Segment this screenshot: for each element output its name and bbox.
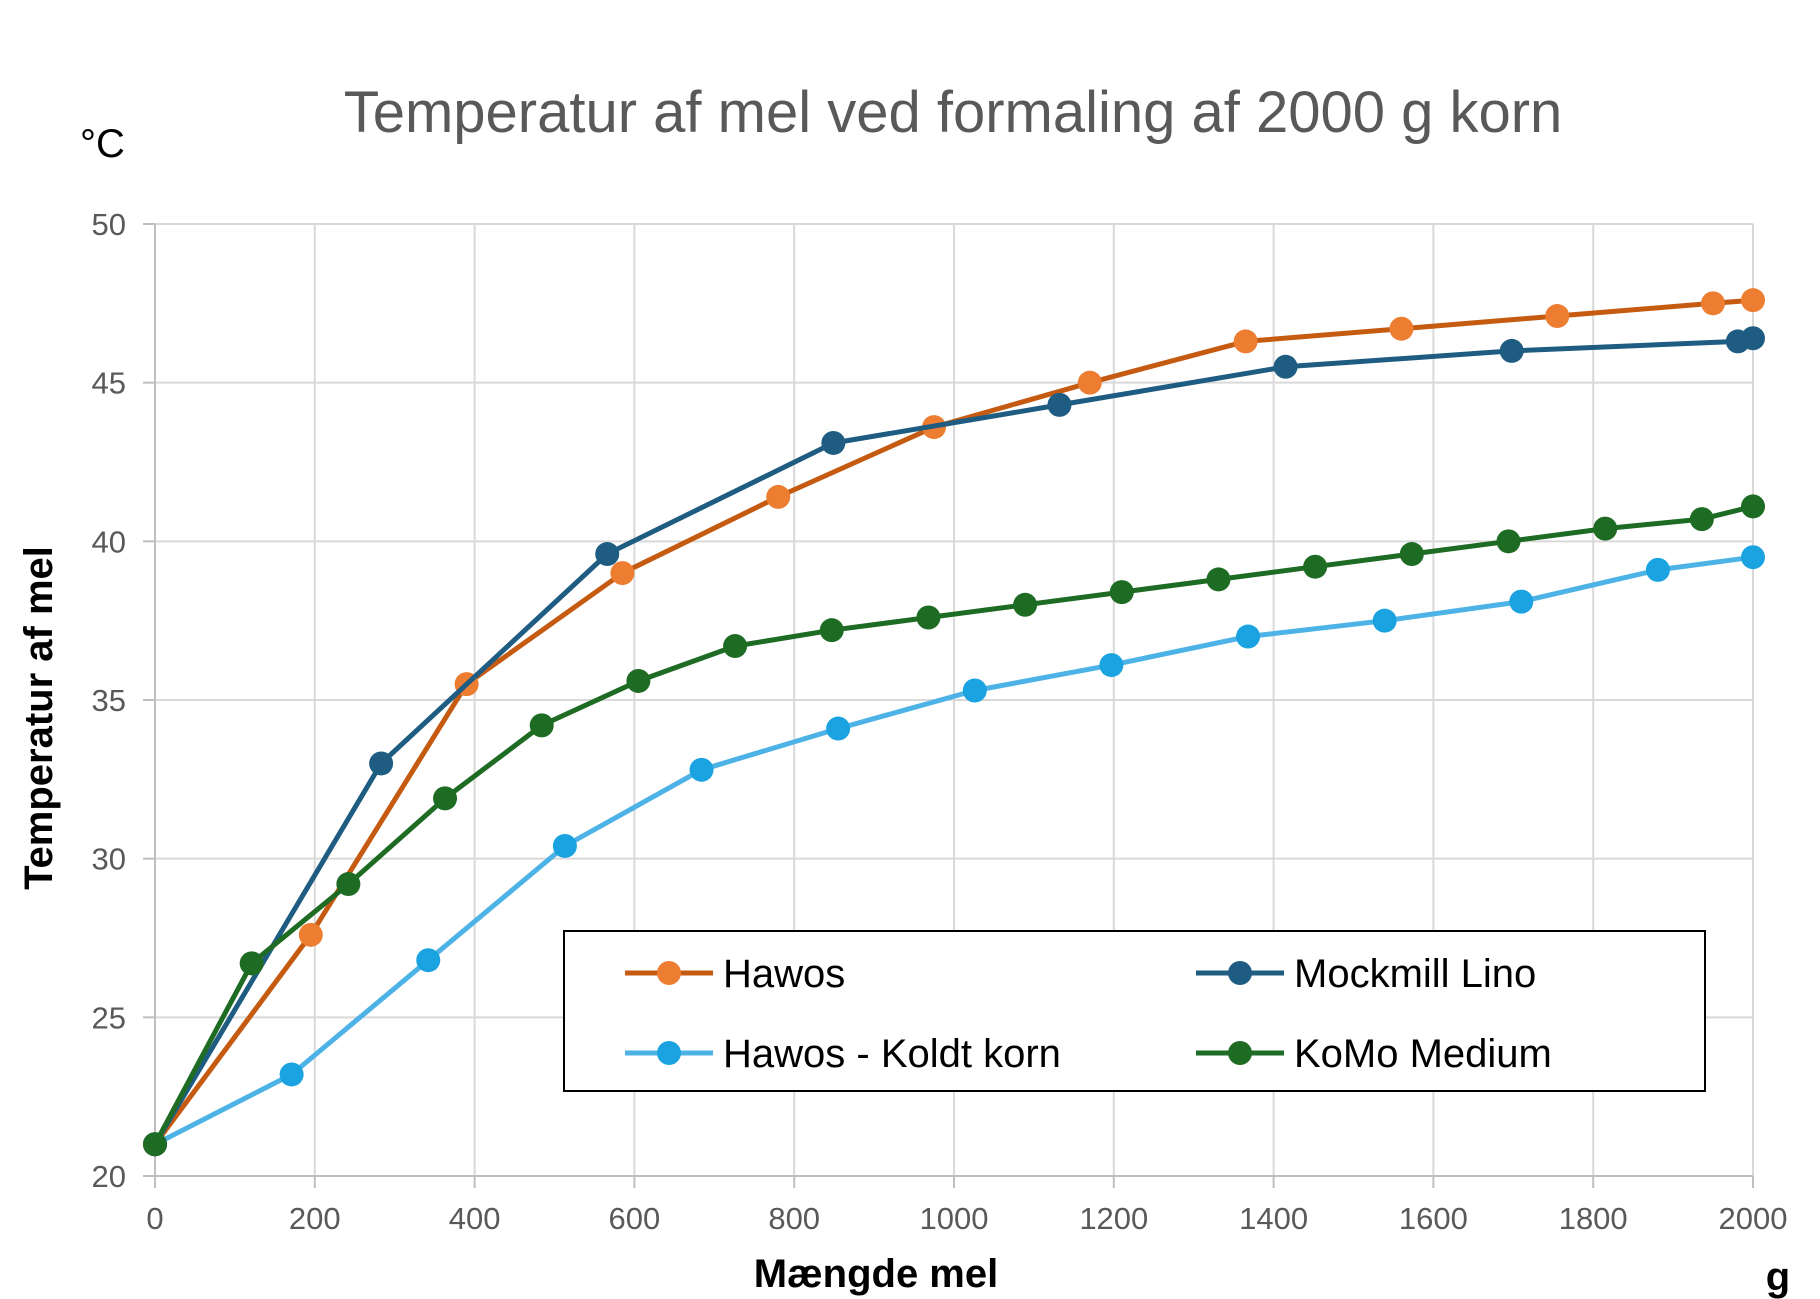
x-tick-label: 2000: [1719, 1201, 1788, 1236]
data-point: [1593, 516, 1618, 541]
data-point: [529, 713, 554, 738]
data-point: [1013, 592, 1038, 617]
x-tick-label: 1600: [1399, 1201, 1468, 1236]
x-tick-label: 1000: [920, 1201, 989, 1236]
data-point: [1303, 554, 1328, 579]
series-hawos: [143, 288, 1765, 1157]
data-point: [1509, 589, 1534, 614]
x-tick-label: 400: [449, 1201, 501, 1236]
data-point: [336, 872, 361, 897]
legend-label: Hawos: [723, 952, 845, 996]
data-point: [1047, 392, 1072, 417]
data-point: [552, 833, 577, 858]
legend-label: Hawos - Koldt korn: [723, 1032, 1061, 1076]
x-tick-label: 200: [289, 1201, 341, 1236]
data-point: [1499, 338, 1524, 363]
legend-item: Mockmill Lino: [1196, 952, 1536, 996]
data-point: [916, 605, 941, 630]
x-tick-labels: 0 200 400 600 800 1000 1200 1400 1600 1800 2000: [146, 1201, 1787, 1236]
y-tick-label: 25: [92, 1000, 126, 1035]
data-point: [1701, 291, 1726, 316]
legend-swatch-marker: [657, 1041, 681, 1065]
y-unit-label: °C: [80, 122, 125, 166]
data-point: [298, 922, 323, 947]
y-tick-label: 40: [92, 524, 126, 559]
axes: [143, 223, 1754, 1188]
series-komo-medium: [143, 494, 1765, 1157]
x-tick-label: 0: [146, 1201, 163, 1236]
y-tick-label: 20: [92, 1159, 126, 1194]
data-point: [1389, 316, 1414, 341]
series-line: [152, 503, 1756, 1147]
y-tick-label: 30: [92, 842, 126, 877]
legend-item: Hawos - Koldt korn: [625, 1032, 1061, 1076]
data-point: [962, 678, 987, 703]
x-tick-label: 1400: [1239, 1201, 1308, 1236]
data-point: [723, 634, 748, 659]
x-tick-label: 600: [609, 1201, 661, 1236]
data-point: [279, 1062, 304, 1087]
series-layer: [143, 288, 1765, 1157]
data-point: [143, 1132, 167, 1157]
data-point: [416, 948, 441, 973]
data-point: [689, 757, 714, 782]
data-point: [1206, 567, 1231, 592]
data-point: [1109, 580, 1134, 605]
x-axis-title: Mængde mel: [754, 1252, 998, 1296]
y-tick-label: 50: [92, 207, 126, 242]
series-line: [152, 297, 1756, 1147]
legend-swatch-marker: [657, 961, 681, 985]
data-point: [1273, 354, 1298, 379]
data-point: [433, 786, 458, 811]
legend-item: Hawos: [625, 952, 845, 996]
data-point: [819, 618, 844, 643]
data-point: [1689, 507, 1714, 532]
data-point: [821, 430, 846, 455]
data-point: [766, 484, 791, 509]
data-point: [1233, 329, 1258, 354]
data-point: [1741, 494, 1765, 519]
y-axis-title: Temperatur af mel: [17, 546, 61, 890]
data-point: [826, 716, 851, 741]
legend-box: [563, 930, 1706, 1092]
data-point: [1741, 545, 1765, 570]
data-point: [369, 751, 394, 776]
y-tick-labels: 20 25 30 35 40 45 50: [92, 207, 126, 1194]
x-tick-label: 1200: [1079, 1201, 1148, 1236]
data-point: [1099, 653, 1124, 678]
y-tick-label: 35: [92, 683, 126, 718]
data-point: [1741, 326, 1765, 351]
legend-label: Mockmill Lino: [1294, 952, 1536, 996]
series-hawos-koldt-korn: [143, 545, 1765, 1157]
legend-item: KoMo Medium: [1196, 1032, 1552, 1076]
data-point: [1372, 608, 1397, 633]
y-tick-label: 45: [92, 366, 126, 401]
series-mockmill-lino: [143, 326, 1765, 1157]
chart-title: Temperatur af mel ved formaling af 2000 …: [344, 80, 1563, 145]
data-point: [1496, 529, 1521, 554]
legend: Hawos Mockmill Lino Hawos - Koldt korn KoMo…: [563, 930, 1706, 1092]
data-point: [610, 561, 635, 586]
data-point: [1236, 624, 1261, 649]
data-point: [1399, 542, 1424, 567]
legend-label: KoMo Medium: [1294, 1032, 1552, 1076]
legend-swatch-marker: [1228, 1041, 1252, 1065]
data-point: [1741, 288, 1765, 313]
x-unit-label: g: [1766, 1255, 1790, 1299]
x-tick-label: 1800: [1559, 1201, 1628, 1236]
data-point: [595, 542, 620, 567]
x-tick-label: 800: [768, 1201, 820, 1236]
data-point: [1077, 370, 1102, 395]
legend-swatch-marker: [1228, 961, 1252, 985]
data-point: [239, 951, 264, 976]
data-point: [626, 668, 651, 693]
data-point: [1545, 304, 1570, 329]
data-point: [1645, 557, 1670, 582]
